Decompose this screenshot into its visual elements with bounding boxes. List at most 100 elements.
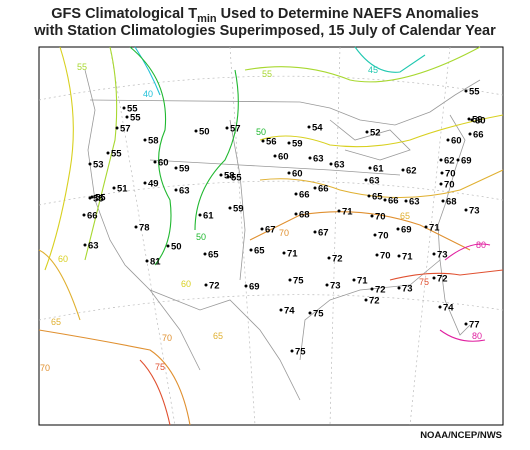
- station-dot: [288, 278, 292, 282]
- station-39: 65: [367, 192, 383, 203]
- station-value: 60: [292, 169, 303, 180]
- station-51: 67: [260, 225, 276, 236]
- station-dot: [198, 213, 202, 217]
- station-dot: [439, 158, 443, 162]
- station-13: 66: [468, 130, 484, 141]
- station-dot: [464, 208, 468, 212]
- station-dot: [219, 173, 223, 177]
- contour-70b: [249, 211, 471, 251]
- station-value: 58: [148, 136, 159, 147]
- station-dot: [446, 138, 450, 142]
- station-value: 50: [199, 127, 210, 138]
- station-dot: [308, 156, 312, 160]
- station-58: 65: [203, 250, 219, 261]
- station-43: 66: [82, 211, 98, 222]
- station-dot: [194, 129, 198, 133]
- lat-lon-grid: [38, 46, 504, 426]
- station-4: 50: [194, 127, 210, 138]
- station-dot: [294, 212, 298, 216]
- station-57: 50: [166, 242, 182, 253]
- station-46: 68: [294, 210, 310, 221]
- station-value: 63: [409, 197, 420, 208]
- station-value: 71: [287, 249, 298, 260]
- contour-75: [139, 359, 171, 426]
- station-0: 55: [122, 104, 138, 115]
- station-dot: [261, 139, 265, 143]
- station-dot: [467, 117, 471, 121]
- contour-65: [38, 249, 81, 321]
- contour-label-55-0: 55: [77, 62, 87, 72]
- station-dot: [373, 233, 377, 237]
- station-65: 81: [145, 257, 161, 268]
- station-9: 52: [365, 128, 381, 139]
- station-dot: [364, 298, 368, 302]
- station-11: 60: [470, 116, 486, 127]
- map-title: GFS Climatological Tmin Used to Determin…: [51, 6, 479, 25]
- station-value: 61: [203, 211, 214, 222]
- station-52: 67: [313, 228, 329, 239]
- station-value: 57: [120, 124, 131, 135]
- station-value: 52: [370, 128, 381, 139]
- station-44: 61: [198, 211, 214, 222]
- station-value: 59: [179, 164, 190, 175]
- station-value: 63: [334, 160, 345, 171]
- station-value: 60: [278, 152, 289, 163]
- station-value: 77: [469, 320, 480, 331]
- station-value: 53: [93, 160, 104, 171]
- station-value: 66: [87, 211, 98, 222]
- contour-label-75-1: 75: [419, 277, 429, 287]
- station-value: 65: [372, 192, 383, 203]
- station-value: 60: [475, 116, 486, 127]
- station-8: 54: [307, 123, 323, 134]
- contour-label-70-1: 70: [162, 333, 172, 343]
- station-dot: [174, 166, 178, 170]
- station-dot: [88, 196, 92, 200]
- station-28: 60: [287, 169, 303, 180]
- station-18: 63: [308, 154, 324, 165]
- contour-60b: [259, 114, 504, 148]
- station-dot: [228, 206, 232, 210]
- station-48: 70: [370, 212, 386, 223]
- station-value: 68: [446, 197, 457, 208]
- station-dot: [432, 276, 436, 280]
- station-69: 72: [204, 281, 220, 292]
- station-16: 59: [174, 164, 190, 175]
- station-30: 70: [440, 169, 456, 180]
- station-14: 55: [106, 149, 122, 160]
- station-dot: [401, 168, 405, 172]
- station-dot: [383, 198, 387, 202]
- station-value: 75: [313, 309, 324, 320]
- station-value: 72: [375, 285, 386, 296]
- station-67: 71: [352, 276, 368, 287]
- station-dot: [290, 349, 294, 353]
- station-34: 49: [143, 179, 159, 190]
- station-dot: [143, 138, 147, 142]
- station-value: 59: [233, 204, 244, 215]
- station-29: 63: [364, 176, 380, 187]
- station-value: 55: [95, 193, 106, 204]
- station-value: 72: [369, 296, 380, 307]
- station-78: 77: [464, 320, 480, 331]
- station-10: 55: [464, 87, 480, 98]
- station-49: 73: [464, 206, 480, 217]
- station-70: 69: [244, 282, 260, 293]
- station-dot: [327, 256, 331, 260]
- station-dot: [352, 278, 356, 282]
- station-value: 73: [437, 250, 448, 261]
- station-77: 74: [438, 303, 454, 314]
- station-dot: [260, 227, 264, 231]
- station-value: 57: [230, 124, 241, 135]
- station-59: 65: [249, 246, 265, 257]
- station-17: 60: [273, 152, 289, 163]
- station-2: 57: [115, 124, 131, 135]
- contour-80b: [439, 329, 486, 342]
- station-dot: [249, 248, 253, 252]
- contour-lines: [38, 46, 504, 426]
- station-12: 59: [467, 115, 483, 126]
- station-41: 63: [404, 197, 420, 208]
- contour-70: [38, 329, 191, 426]
- station-dot: [174, 188, 178, 192]
- station-dot: [115, 126, 119, 130]
- station-value: 71: [429, 223, 440, 234]
